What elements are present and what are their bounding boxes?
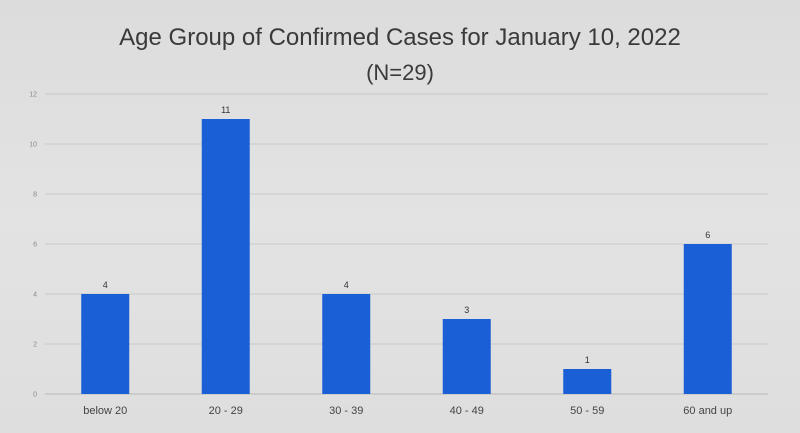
y-tick-label: 10 bbox=[29, 142, 37, 149]
data-label: 4 bbox=[103, 280, 108, 290]
data-label: 11 bbox=[221, 105, 230, 115]
bar bbox=[683, 244, 732, 394]
x-tick-label: 20 - 29 bbox=[209, 405, 243, 417]
data-label: 3 bbox=[464, 305, 469, 315]
bar bbox=[81, 294, 130, 394]
y-tick-label: 4 bbox=[33, 292, 37, 299]
x-tick-label: 40 - 49 bbox=[450, 405, 484, 417]
bar bbox=[201, 119, 250, 394]
bar bbox=[322, 294, 371, 394]
y-tick-label: 12 bbox=[29, 92, 37, 99]
chart-subtitle: (N=29) bbox=[366, 60, 434, 85]
y-tick-label: 0 bbox=[33, 392, 37, 399]
bar bbox=[563, 369, 612, 394]
data-label: 4 bbox=[344, 280, 349, 290]
data-label: 6 bbox=[705, 230, 710, 240]
x-tick-label: below 20 bbox=[83, 405, 127, 417]
x-tick-label: 30 - 39 bbox=[329, 405, 363, 417]
y-tick-label: 2 bbox=[33, 342, 37, 349]
data-label: 1 bbox=[585, 355, 590, 365]
y-tick-label: 6 bbox=[33, 242, 37, 249]
y-tick-label: 8 bbox=[33, 192, 37, 199]
chart-title: Age Group of Confirmed Cases for January… bbox=[119, 24, 681, 51]
bar bbox=[442, 319, 491, 394]
x-tick-label: 50 - 59 bbox=[570, 405, 604, 417]
x-tick-label: 60 and up bbox=[683, 405, 732, 417]
